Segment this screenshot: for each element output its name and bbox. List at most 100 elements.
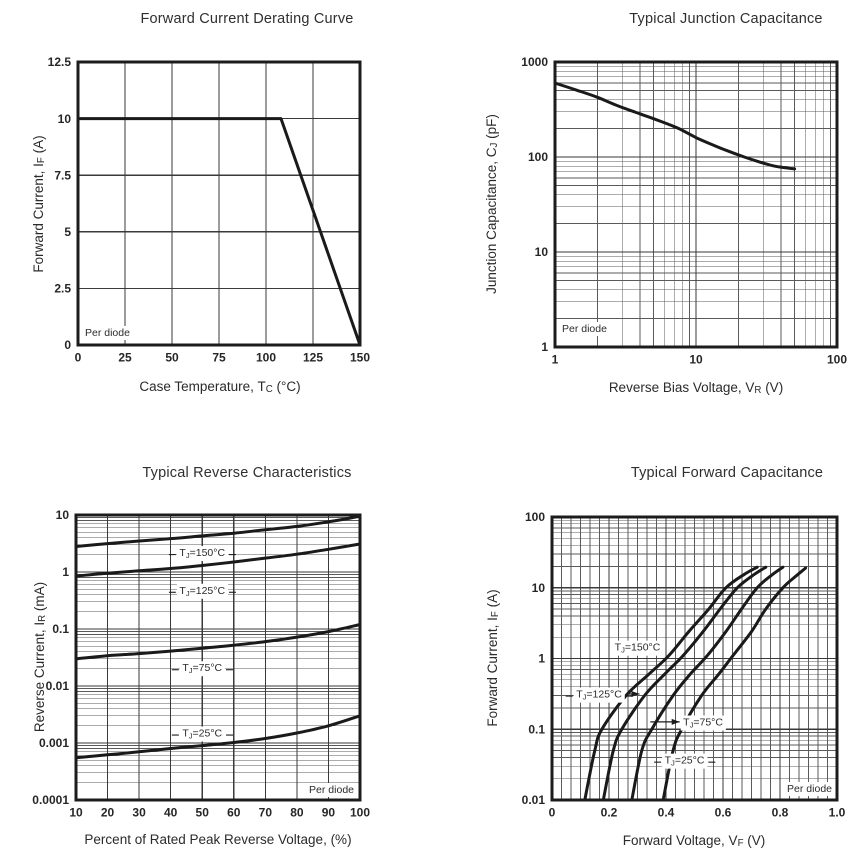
chart-typical-junction-capacitance: Typical Junction Capacitance Junction Ca… [430,0,860,430]
series-curve-3 [661,566,808,802]
annotation-label: Per diode [562,323,607,335]
series-curve-1 [601,565,768,802]
x-tick-label: 125 [303,351,323,365]
y-tick-label: 2.5 [54,282,71,296]
annotation-label-bg [179,726,226,742]
annotation-label-bg [784,782,835,796]
x-axis-label: Forward Voltage, VF (V) [622,833,766,849]
series-curve-0 [74,514,362,548]
annotation-label: Per diode [85,327,130,339]
series-curves [583,565,808,802]
annotation-label: TJ=25°C [182,728,222,741]
x-axis-label: Reverse Bias Voltage, VR (V) [608,380,784,396]
x-tick-label: 25 [118,351,132,365]
annotation-arrowhead [631,690,640,697]
x-tick-label: 80 [290,806,304,820]
x-tick-label: 70 [259,806,273,820]
series-curves [76,117,362,347]
x-tick-label: 0 [75,351,82,365]
annotation-label-bg [179,661,226,677]
annotation-label: TJ=150°C [179,547,225,560]
x-tick-label: 20 [101,806,115,820]
y-tick-label: 1 [62,565,69,579]
annotation-label: Per diode [309,784,354,796]
plot-border [553,60,839,349]
y-tick-label: 1 [538,652,545,666]
grid-lines [77,61,361,346]
annotation-label: TJ=25°C [665,755,705,768]
y-tick-label: 12.5 [48,55,72,69]
annotation-label-bg [680,715,726,731]
annotations: Per diode [559,322,610,336]
annotation-label-bg [612,640,664,656]
tick-labels: 0 0.2 0.4 0.6 0.8 1.0 100 10 1 0.1 0.01 [522,510,846,819]
y-tick-label: 0.01 [522,793,546,807]
x-tick-label: 1 [552,353,559,367]
tick-labels: 0 25 50 75 100 125 150 0 2.5 5 7.5 10 12.5 [48,55,371,364]
annotation-label: TJ=125°C [576,689,622,702]
x-tick-label: 0.8 [772,806,789,820]
x-tick-label: 1.0 [829,806,846,820]
chart-typical-forward-capacitance: Typical Forward Capacitance Forward Curr… [430,430,860,863]
annotation-label-bg [306,783,357,797]
y-tick-label: 10 [58,112,72,126]
series-curves [74,514,362,760]
x-tick-label: 90 [322,806,336,820]
y-tick-label: 7.5 [54,168,71,182]
annotation-label-bg [662,753,708,769]
chart-forward-current-derating: Forward Current Derating Curve Forward C… [0,0,430,430]
x-tick-label: 30 [132,806,146,820]
annotation-label: TJ=125°C [179,585,225,598]
y-tick-label: 0 [64,338,71,352]
y-tick-label: 0.01 [46,679,70,693]
chart-title: Typical Reverse Characteristics [142,465,352,481]
plot-area: 0 0.2 0.4 0.6 0.8 1.01001010.10.01TJ=150°CTJ=… [522,510,846,819]
series-curve-0 [76,117,362,347]
y-tick-label: 100 [525,510,545,524]
tick-labels: 10 20 30 40 50 60 70 80 90 100 10 1 0.1 0.01 0.001 0.00… [32,508,370,819]
y-tick-label: 0.0001 [32,793,69,807]
x-axis-label: Percent of Rated Peak Reverse Voltage, (… [84,832,352,847]
series-curve-3 [74,714,362,760]
x-tick-label: 100 [256,351,276,365]
annotation-label-bg [176,583,228,599]
y-tick-label: 1 [541,340,548,354]
x-tick-label: 50 [196,806,210,820]
annotation-label-bg [559,322,610,336]
series-curve-1 [74,542,362,578]
annotation-label-bg [82,326,133,340]
series-curves [553,81,797,171]
x-tick-label: 0 [549,806,556,820]
series-curve-2 [630,565,785,802]
annotation-label: TJ=75°C [683,717,723,730]
x-tick-label: 75 [212,351,226,365]
x-tick-label: 10 [69,806,83,820]
x-tick-label: 0.2 [601,806,618,820]
y-tick-label: 10 [56,508,70,522]
y-tick-label: 1000 [521,55,548,69]
chart-title: Forward Current Derating Curve [140,11,354,27]
plot-border [74,513,362,802]
annotation-label-bg [176,546,228,562]
annotations: Per diode [82,326,133,340]
x-axis-label: Case Temperature, TC (°C) [139,379,301,395]
x-tick-label: 100 [827,353,847,367]
annotation-label: TJ=75°C [182,662,222,675]
series-curve-2 [74,623,362,661]
x-tick-label: 100 [350,806,370,820]
chart-title: Typical Junction Capacitance [629,11,823,27]
x-tick-label: 40 [164,806,178,820]
y-tick-label: 100 [528,150,548,164]
plot-area: 10 20 30 40 50 60 70 80 90 100 10 1 0.1 0.01 0.001 0.00… [32,508,370,819]
x-tick-label: 50 [165,351,179,365]
grid-lines [554,61,838,348]
tick-labels: 1 10 100 1 10 100 1000 [521,55,847,366]
plot-border [76,60,362,347]
annotations: TJ=150°C TJ=125°C TJ=75°C TJ=25°C Per diode [565,640,835,796]
chart-typical-reverse-characteristics: Typical Reverse Characteristics Reverse … [0,430,430,863]
annotation-label: TJ=150°C [615,642,661,655]
x-tick-label: 150 [350,351,370,365]
chart-title: Typical Forward Capacitance [630,465,824,481]
annotation-label: Per diode [787,783,832,795]
